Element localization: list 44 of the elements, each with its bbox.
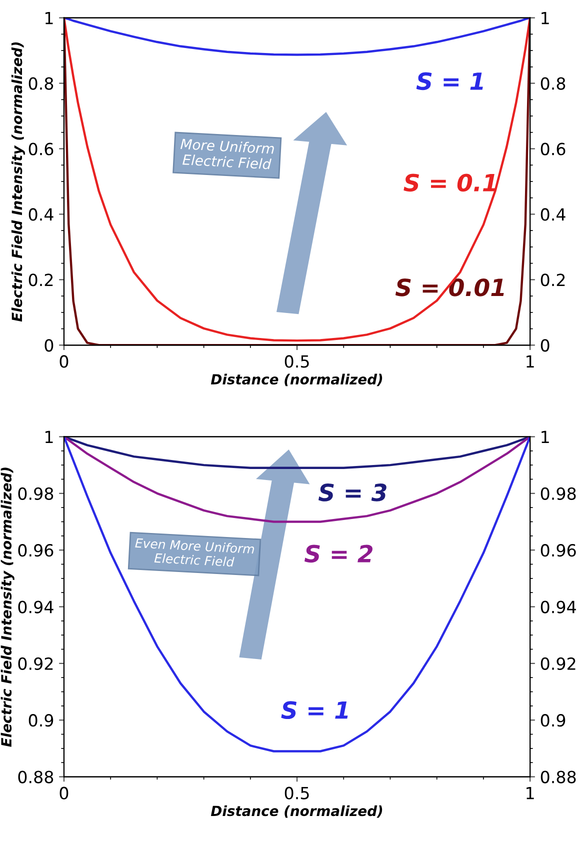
x-axis-title: Distance (normalized): [210, 805, 382, 818]
x-tick-label: 0.5: [284, 355, 309, 368]
series-label: S = 3: [318, 484, 386, 502]
y2-tick-label: 0.2: [540, 274, 565, 286]
y2-tick-label: 0.98: [540, 487, 576, 500]
y-tick-label: 0.6: [28, 142, 54, 156]
y2-tick-label: 0.6: [540, 142, 566, 156]
y-tick-label: 1: [45, 12, 53, 24]
y2-tick-label: 0.96: [540, 544, 576, 557]
x-tick-label: 0: [60, 355, 68, 368]
annotation: Even More Uniform Electric Field: [135, 538, 254, 567]
annotation: More Uniform Electric Field: [180, 138, 274, 170]
x-tick-label: 1: [526, 787, 534, 800]
series-label: S = 0.1: [404, 174, 496, 192]
x-tick-label: 0.5: [284, 786, 309, 800]
y-tick-label: 0.94: [18, 600, 54, 614]
y2-tick-label: 0.8: [540, 77, 566, 90]
y-tick-label: 0: [44, 339, 54, 352]
y2-tick-label: 0.4: [540, 208, 566, 221]
y-tick-label: 0.8: [28, 77, 54, 90]
y-tick-label: 0.2: [28, 274, 53, 286]
x-tick-label: 1: [526, 355, 534, 368]
y2-tick-label: 0: [540, 339, 550, 352]
y-axis-title: Electric Field Intensity (normalized): [11, 42, 25, 322]
y-tick-label: 1: [45, 430, 53, 444]
y2-tick-label: 1: [542, 12, 549, 24]
y2-tick-label: 0.94: [540, 600, 576, 614]
y2-tick-label: 0.92: [540, 657, 576, 670]
x-axis-title: Distance (normalized): [210, 374, 382, 386]
y-tick-label: 0.96: [18, 544, 54, 557]
y-tick-label: 0.9: [28, 714, 54, 727]
y-axis-title: Electric Field Intensity (normalized): [0, 468, 14, 747]
y-tick-label: 0.98: [18, 487, 54, 500]
series-label: S = 1: [416, 72, 483, 90]
series-label: S = 2: [304, 544, 372, 563]
series-label: S = 1: [281, 701, 348, 720]
y-tick-label: 0.88: [18, 770, 54, 784]
y2-tick-label: 0.88: [540, 770, 576, 784]
y-tick-label: 0.4: [28, 208, 54, 221]
y-tick-label: 0.92: [18, 657, 53, 670]
x-tick-label: 0: [60, 786, 68, 800]
y2-tick-label: 0.9: [540, 714, 566, 727]
y2-tick-label: 1: [542, 430, 549, 444]
series-label: S = 0.01: [395, 278, 504, 296]
